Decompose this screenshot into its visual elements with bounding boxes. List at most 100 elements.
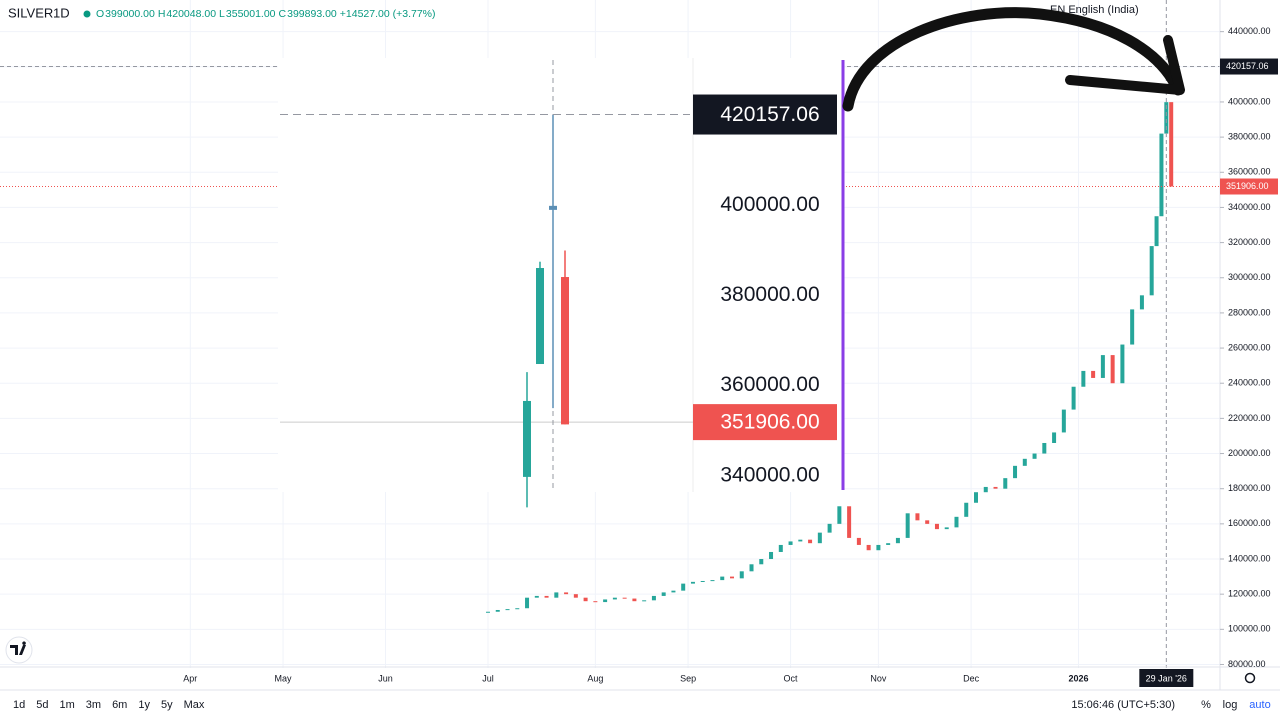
language[interactable]: EN English (India) <box>1050 4 1139 16</box>
candle <box>622 597 627 599</box>
candle <box>544 595 549 598</box>
clock: 15:06:46 (UTC+5:30) <box>1071 699 1175 711</box>
candle <box>934 523 939 530</box>
inset-body <box>523 400 531 477</box>
y-tick-label: 240000.00 <box>1228 378 1271 388</box>
y-tick-label: 100000.00 <box>1228 624 1271 634</box>
candle <box>954 516 959 528</box>
x-tick-label: Jun <box>378 673 393 683</box>
annotation-arrow-head <box>1065 35 1185 95</box>
candle <box>964 502 969 517</box>
range-button[interactable]: 5d <box>36 699 48 711</box>
x-tick-label: Jul <box>482 673 494 683</box>
candle <box>1052 432 1057 443</box>
candle <box>1003 478 1008 489</box>
candle <box>573 594 578 598</box>
candle <box>1013 465 1018 479</box>
candle <box>759 559 764 565</box>
y-tick-label: 400000.00 <box>1228 96 1271 106</box>
inset-tick-label: 360000.00 <box>720 373 819 396</box>
candle <box>1159 133 1164 217</box>
ohlc-label: C <box>279 8 287 20</box>
ohlc-value: 399000.00 <box>105 8 155 20</box>
y-tick-label: 280000.00 <box>1228 307 1271 317</box>
candle <box>486 611 490 613</box>
range-button[interactable]: 1m <box>60 699 75 711</box>
range-button[interactable]: 1y <box>138 699 150 711</box>
range-button[interactable]: 3m <box>86 699 101 711</box>
y-tick-label: 380000.00 <box>1228 131 1271 141</box>
y-tick-label: 180000.00 <box>1228 483 1271 493</box>
ohlc-label: L <box>219 8 225 20</box>
candle <box>671 590 676 593</box>
inset-body <box>561 277 569 425</box>
y-tick-label: 320000.00 <box>1228 237 1271 247</box>
candle <box>1081 370 1086 387</box>
x-tick-label: Dec <box>963 673 980 683</box>
candle <box>1110 355 1115 384</box>
last-price-label-bg <box>1220 178 1278 195</box>
candle <box>720 576 725 581</box>
y-tick-label: 140000.00 <box>1228 553 1271 563</box>
candle <box>915 513 920 521</box>
candle <box>1091 370 1096 378</box>
candle <box>651 595 656 601</box>
candle <box>661 592 666 596</box>
candle <box>1032 453 1037 459</box>
y-tick-label: 120000.00 <box>1228 589 1271 599</box>
candle <box>769 551 774 560</box>
settings[interactable] <box>1244 672 1256 684</box>
logo[interactable] <box>5 636 33 664</box>
last-price-label: 351906.00 <box>1226 181 1269 191</box>
range-button[interactable]: 5y <box>161 699 173 711</box>
candle <box>642 600 647 602</box>
candle <box>525 597 530 609</box>
inset-last-label-bg <box>693 404 837 441</box>
symbol[interactable]: SILVER <box>8 5 53 20</box>
high-label-bg <box>1220 58 1278 75</box>
scale-option[interactable]: % <box>1201 699 1211 711</box>
candle <box>1149 246 1154 296</box>
candle <box>612 597 617 600</box>
candle <box>1130 309 1135 345</box>
candle <box>1169 102 1174 187</box>
x-tick-label: May <box>275 673 293 683</box>
inset-tick-label: 400000.00 <box>720 193 819 216</box>
candle <box>1154 216 1159 247</box>
x-tick-label: Nov <box>870 673 887 683</box>
market-status <box>83 10 91 18</box>
interval[interactable]: 1D <box>53 5 70 20</box>
candle <box>856 537 861 545</box>
candle <box>730 576 734 579</box>
candle <box>564 592 569 595</box>
scale-option[interactable]: log <box>1223 699 1238 711</box>
inset-high-label-bg <box>693 94 837 135</box>
change: +14527.00 (+3.77%) <box>340 8 436 20</box>
candle <box>905 513 910 538</box>
y-tick-label: 160000.00 <box>1228 518 1271 528</box>
candle <box>876 544 881 551</box>
range-button[interactable]: 6m <box>112 699 127 711</box>
scale-option[interactable]: auto <box>1249 699 1270 711</box>
candle <box>1139 295 1144 310</box>
y-tick-label: 340000.00 <box>1228 202 1271 212</box>
candle <box>847 506 852 538</box>
candle <box>798 539 803 542</box>
candle <box>554 592 559 598</box>
inset-body <box>549 205 557 210</box>
candle <box>1164 102 1169 134</box>
candle <box>1120 344 1125 384</box>
annotation-arrow <box>842 7 1184 112</box>
ohlc-label: H <box>158 8 166 20</box>
candle <box>593 601 598 603</box>
ohlc-label: O <box>96 8 104 20</box>
candle <box>1042 442 1047 454</box>
candle <box>749 564 754 572</box>
candle <box>690 581 695 584</box>
range-button[interactable]: Max <box>184 699 205 711</box>
candle <box>700 580 705 582</box>
y-tick-label: 200000.00 <box>1228 448 1271 458</box>
candle <box>886 543 891 545</box>
range-button[interactable]: 1d <box>13 699 25 711</box>
